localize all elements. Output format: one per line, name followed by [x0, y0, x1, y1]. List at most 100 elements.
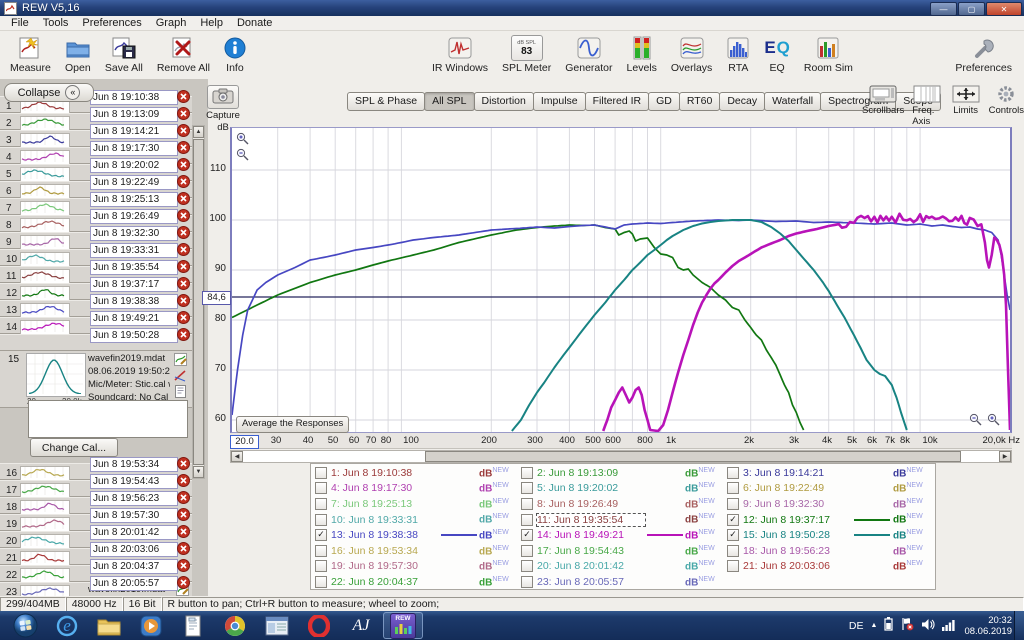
measurement-date-field[interactable]: Jun 8 19:14:21	[90, 124, 178, 139]
delete-measurement-icon[interactable]	[177, 457, 190, 473]
y-zoom-in-icon[interactable]	[236, 132, 249, 148]
measurement-date-field[interactable]: Jun 8 19:50:28	[90, 328, 178, 343]
legend-db-button[interactable]: dBNEW	[479, 576, 519, 589]
delete-measurement-icon[interactable]	[177, 175, 190, 191]
legend-db-button[interactable]: dBNEW	[479, 545, 519, 558]
legend-db-button[interactable]: dBNEW	[685, 576, 725, 589]
network-icon[interactable]	[942, 618, 957, 634]
measurement-date-field[interactable]: Jun 8 19:17:30	[90, 141, 178, 156]
legend-checkbox[interactable]	[727, 545, 739, 557]
capture-button[interactable]	[207, 85, 239, 109]
tab-distortion[interactable]: Distortion	[474, 92, 534, 111]
legend-db-button[interactable]: dBNEW	[685, 529, 725, 542]
graph-button-scrollbars[interactable]: Scrollbars	[862, 84, 904, 127]
legend-checkbox[interactable]	[727, 482, 739, 494]
legend-db-button[interactable]: dBNEW	[893, 498, 933, 511]
measurement-date-field[interactable]: Jun 8 19:37:17	[90, 277, 178, 292]
battery-icon[interactable]	[884, 617, 893, 634]
legend-db-button[interactable]: dBNEW	[893, 545, 933, 558]
legend-checkbox[interactable]	[727, 560, 739, 572]
legend-entry-label[interactable]: 20: Jun 8 20:01:42	[537, 560, 645, 572]
trace-options-icon[interactable]	[174, 369, 187, 382]
legend-entry-label[interactable]: 17: Jun 8 19:54:43	[537, 545, 645, 557]
legend-checkbox[interactable]: ✓	[521, 529, 533, 541]
measurement-date-field[interactable]: Jun 8 19:20:02	[90, 158, 178, 173]
toolbar-button-spl-meter[interactable]: dB SPL83SPL Meter	[498, 33, 555, 76]
delete-measurement-icon[interactable]	[177, 209, 190, 225]
legend-entry-label[interactable]: 2: Jun 8 19:13:09	[537, 467, 645, 479]
delete-measurement-icon[interactable]	[177, 243, 190, 259]
measurement-date-field[interactable]: Jun 8 19:38:38	[90, 294, 178, 309]
legend-entry-label[interactable]: 16: Jun 8 19:53:34	[331, 545, 439, 557]
tab-spl-phase[interactable]: SPL & Phase	[347, 92, 425, 111]
measurement-date-field[interactable]: Jun 8 19:25:13	[90, 192, 178, 207]
measurement-date-field[interactable]: Jun 8 19:13:09	[90, 107, 178, 122]
legend-db-button[interactable]: dBNEW	[479, 560, 519, 573]
collapse-sidebar-button[interactable]: Collapse «	[4, 83, 94, 102]
tab-filtered-ir[interactable]: Filtered IR	[585, 92, 649, 111]
legend-entry-label[interactable]: 11: Jun 8 19:35:54	[537, 514, 645, 526]
change-cal-button[interactable]: Change Cal...	[30, 438, 118, 457]
legend-db-button[interactable]: dBNEW	[479, 513, 519, 526]
legend-checkbox[interactable]	[315, 560, 327, 572]
legend-entry-label[interactable]: 18: Jun 8 19:56:23	[743, 545, 851, 557]
legend-entry-label[interactable]: 22: Jun 8 20:04:37	[331, 576, 439, 588]
measurement-date-field[interactable]: Jun 8 19:56:23	[90, 491, 178, 506]
taskbar-file-explorer[interactable]	[89, 612, 129, 639]
legend-entry-label[interactable]: 13: Jun 8 19:38:38	[331, 529, 439, 541]
toolbar-button-save-all[interactable]: Save All	[101, 33, 147, 76]
legend-checkbox[interactable]	[521, 545, 533, 557]
toolbar-button-rta[interactable]: RTA	[722, 33, 754, 76]
legend-checkbox[interactable]	[521, 514, 533, 526]
legend-entry-label[interactable]: 8: Jun 8 19:26:49	[537, 498, 645, 510]
delete-measurement-icon[interactable]	[177, 107, 190, 123]
volume-icon[interactable]	[921, 618, 935, 634]
menu-item-graph[interactable]: Graph	[149, 16, 194, 31]
legend-checkbox[interactable]	[315, 545, 327, 557]
graph-button-controls[interactable]: Controls	[989, 84, 1024, 127]
menu-item-file[interactable]: File	[4, 16, 36, 31]
hidden-icons-arrow[interactable]: ▲	[871, 622, 878, 629]
legend-checkbox[interactable]	[727, 467, 739, 479]
legend-checkbox[interactable]	[521, 560, 533, 572]
delete-measurement-icon[interactable]	[177, 311, 190, 327]
legend-entry-label[interactable]: 12: Jun 8 19:37:17	[743, 514, 851, 526]
toolbar-button-room-sim[interactable]: Room Sim	[800, 33, 857, 76]
legend-db-button[interactable]: dBNEW	[893, 513, 933, 526]
toolbar-button-remove-all[interactable]: Remove All	[153, 33, 214, 76]
legend-checkbox[interactable]	[521, 498, 533, 510]
measurement-date-field[interactable]: Jun 8 19:53:34	[90, 457, 178, 472]
legend-entry-label[interactable]: 15: Jun 8 19:50:28	[743, 529, 851, 541]
toolbar-button-overlays[interactable]: Overlays	[667, 33, 716, 76]
legend-checkbox[interactable]	[315, 498, 327, 510]
delete-measurement-icon[interactable]	[177, 559, 190, 575]
measurement-date-field[interactable]: Jun 8 20:01:42	[90, 525, 178, 540]
legend-entry-label[interactable]: 9: Jun 8 19:32:30	[743, 498, 851, 510]
tab-rt60[interactable]: RT60	[679, 92, 721, 111]
legend-db-button[interactable]: dBNEW	[479, 467, 519, 480]
graph-horizontal-scrollbar[interactable]: ◀ ▶	[230, 450, 1012, 463]
scroll-right-arrow[interactable]: ▶	[999, 451, 1011, 462]
legend-entry-label[interactable]: 1: Jun 8 19:10:38	[331, 467, 439, 479]
legend-db-button[interactable]: dBNEW	[893, 529, 933, 542]
measurement-notes-box[interactable]	[28, 400, 188, 438]
delete-measurement-icon[interactable]	[177, 158, 190, 174]
menu-item-help[interactable]: Help	[193, 16, 230, 31]
measurement-date-field[interactable]: Jun 8 20:05:57	[90, 576, 178, 591]
delete-measurement-icon[interactable]	[177, 508, 190, 524]
tab-waterfall[interactable]: Waterfall	[764, 92, 821, 111]
toolbar-button-preferences[interactable]: Preferences	[951, 33, 1016, 76]
legend-entry-label[interactable]: 6: Jun 8 19:22:49	[743, 482, 851, 494]
taskbar-chrome[interactable]	[215, 612, 255, 639]
measurement-date-field[interactable]: Jun 8 20:04:37	[90, 559, 178, 574]
delete-measurement-icon[interactable]	[177, 491, 190, 507]
measurement-date-field[interactable]: Jun 8 19:10:38	[90, 90, 178, 105]
delete-measurement-icon[interactable]	[177, 576, 190, 592]
measurement-date-field[interactable]: Jun 8 20:03:06	[90, 542, 178, 557]
delete-measurement-icon[interactable]	[177, 124, 190, 140]
taskbar-internet-explorer[interactable]: e	[47, 612, 87, 639]
measurement-row-15[interactable]: Jun 8 19:50:28	[0, 334, 192, 351]
x-zoom-in-icon[interactable]	[987, 413, 1000, 429]
legend-entry-label[interactable]: 10: Jun 8 19:33:31	[331, 514, 439, 526]
taskbar-media-player[interactable]	[131, 612, 171, 639]
